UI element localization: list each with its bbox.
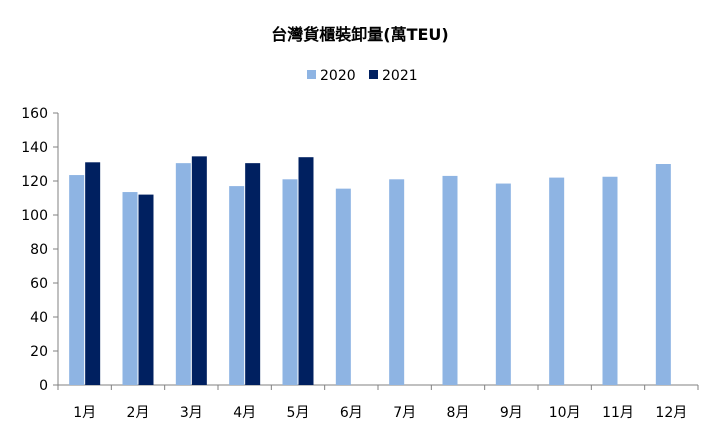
x-tick-label: 5月 (287, 405, 310, 421)
y-tick-label: 20 (30, 344, 48, 360)
x-tick-label: 6月 (340, 405, 363, 421)
y-tick-label: 100 (21, 208, 48, 224)
bar-2020-7 (389, 179, 405, 385)
bar-2020-11 (602, 176, 618, 385)
chart-title: 台灣貨櫃裝卸量(萬TEU) (271, 25, 448, 44)
y-tick-label: 40 (30, 310, 48, 326)
y-tick-label: 80 (30, 242, 48, 258)
bar-2021-1 (85, 162, 101, 385)
x-tick-label: 9月 (500, 405, 523, 421)
x-tick-label: 8月 (447, 405, 470, 421)
bar-2020-5 (282, 179, 298, 385)
x-tick-label: 1月 (73, 405, 96, 421)
x-tick-label: 10月 (549, 405, 581, 421)
bar-2020-4 (229, 186, 245, 385)
y-tick-label: 120 (21, 174, 48, 190)
y-tick-label: 0 (39, 378, 48, 394)
bar-2020-1 (69, 175, 85, 385)
x-tick-label: 7月 (393, 405, 416, 421)
legend-swatch-2020 (307, 70, 316, 79)
bar-2021-2 (138, 194, 154, 385)
bars (69, 156, 671, 385)
bar-2021-4 (245, 163, 261, 385)
y-axis: 0 20 40 60 80 100 120 140 160 (21, 106, 59, 394)
bar-2020-9 (495, 183, 511, 385)
bar-2021-3 (191, 156, 207, 385)
bar-2020-12 (655, 164, 671, 385)
x-tick-label: 3月 (180, 405, 203, 421)
bar-2020-6 (335, 188, 351, 385)
x-tick-label: 2月 (127, 405, 150, 421)
x-tick-label: 4月 (233, 405, 256, 421)
bar-2021-5 (298, 157, 314, 385)
legend-label-2020: 2020 (320, 68, 356, 84)
y-tick-label: 160 (21, 106, 48, 122)
x-tick-label: 11月 (602, 405, 634, 421)
bar-2020-2 (122, 192, 138, 385)
bar-2020-10 (549, 177, 565, 385)
legend-label-2021: 2021 (382, 68, 418, 84)
y-tick-label: 60 (30, 276, 48, 292)
x-axis: 1月 2月 3月 4月 5月 6月 7月 8月 9月 10月 11月 12月 (57, 384, 699, 421)
x-tick-label: 12月 (655, 405, 687, 421)
legend-swatch-2021 (369, 70, 378, 79)
y-tick-label: 140 (21, 140, 48, 156)
legend: 2020 2021 (307, 68, 418, 84)
bar-2020-3 (175, 163, 191, 385)
bar-2020-8 (442, 175, 458, 385)
